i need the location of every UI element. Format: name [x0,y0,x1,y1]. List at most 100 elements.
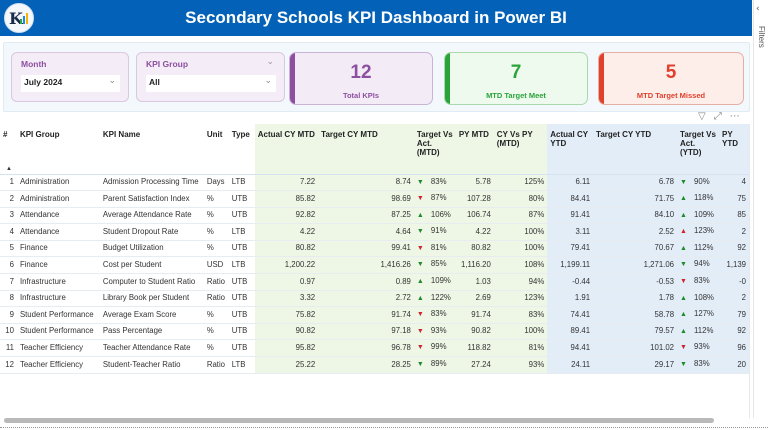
table-row[interactable]: 2 Administration Parent Satisfaction Ind… [0,190,749,208]
target-cy-ytd-cell: 71.75 [593,190,678,208]
row-index: 7 [0,273,17,291]
company-logo-icon: K [4,3,34,33]
py-mtd-cell: 91.74 [455,306,494,324]
cy-vs-py-mtd-cell: 100% [493,323,548,341]
target-vs-act-ytd-cell: ▼ 90% [677,174,719,192]
kpi-group-cell: Teacher Efficiency [16,339,100,358]
cy-vs-py-mtd-cell: 81% [493,339,548,358]
row-index: 6 [0,256,17,275]
target-cy-ytd-cell: 84.10 [593,207,678,225]
row-index: 10 [0,323,17,341]
actual-cy-mtd-cell: 7.22 [254,174,319,192]
column-header-type[interactable]: Type [228,124,255,175]
column-header-py-mtd[interactable]: PY MTD [455,124,494,175]
table-row[interactable]: 1 Administration Admission Processing Ti… [0,174,749,192]
target-cy-mtd-cell: 0.89 [318,273,414,291]
type-cell: UTB [228,273,255,291]
horizontal-scrollbar[interactable] [4,418,714,423]
target-cy-ytd-cell: -0.53 [593,273,678,291]
kpi-group-cell: Finance [16,256,100,275]
kpi-name-cell: Parent Satisfaction Index [99,190,204,208]
column-header-cy-vs-py-mtd[interactable]: CY Vs PY (MTD) [493,124,548,175]
table-row[interactable]: 9 Student Performance Average Exam Score… [0,306,749,324]
target-cy-ytd-cell: 1.78 [593,290,678,308]
target-cy-mtd-cell: 1,416.26 [318,256,414,275]
column-header-index[interactable]: # ▲ [0,124,17,175]
row-index: 8 [0,290,17,308]
column-header-py-ytd[interactable]: PY YTD [718,124,749,175]
unit-cell: USD [203,256,229,275]
column-header-unit[interactable]: Unit [203,124,229,175]
mtd-target-missed-value: 5 [665,62,677,83]
table-row[interactable]: 3 Attendance Average Attendance Rate % U… [0,207,749,225]
kpi-name-cell: Average Exam Score [99,306,204,324]
table-row[interactable]: 4 Attendance Student Dropout Rate % LTB … [0,223,749,241]
column-header-actual-cy-mtd[interactable]: Actual CY MTD [254,124,319,175]
triangle-up-icon: ▲ [680,228,687,236]
chevron-left-icon[interactable]: ‹ [756,4,760,14]
column-header-kpi-name[interactable]: KPI Name [99,124,204,175]
target-vs-act-ytd-cell: ▲ 123% [677,223,719,241]
filters-pane[interactable]: ‹ Filters [753,0,768,418]
actual-cy-ytd-cell: -0.44 [547,273,594,291]
focus-mode-icon[interactable]: ⤢ [713,111,722,122]
target-vs-act-ytd-cell: ▲ 108% [677,290,719,308]
column-header-kpi-group[interactable]: KPI Group [16,124,100,175]
table-row[interactable]: 5 Finance Budget Utilization % UTB 80.82… [0,240,749,258]
kpi-group-slicer[interactable]: KPI Group ⌄ All ⌄ [136,52,285,102]
column-header-target-cy-mtd[interactable]: Target CY MTD [318,124,414,175]
more-options-icon[interactable]: ⋯ [729,111,740,122]
triangle-up-icon: ▲ [680,311,687,319]
mtd-target-meet-caption: MTD Target Meet [486,91,546,100]
py-ytd-cell: 2 [718,290,749,308]
table-row[interactable]: 6 Finance Cost per Student USD LTB 1,200… [0,256,749,275]
kpi-table[interactable]: # ▲ KPI Group KPI Name Unit Type Actual C… [0,124,750,418]
target-cy-ytd-cell: 70.67 [593,240,678,258]
kpi-name-cell: Library Book per Student [99,290,204,308]
actual-cy-mtd-cell: 90.82 [254,323,319,341]
triangle-down-icon: ▼ [416,195,424,203]
target-vs-act-ytd-cell: ▲ 109% [677,207,719,225]
sort-ascending-icon[interactable]: ▲ [6,165,12,172]
py-mtd-cell: 80.82 [455,240,494,258]
target-cy-mtd-cell: 99.41 [318,240,414,258]
cy-vs-py-mtd-cell: 108% [493,256,548,275]
unit-cell: % [203,306,229,324]
table-row[interactable]: 12 Teacher Efficiency Student-Teacher Ra… [0,356,749,374]
kpi-group-selected-value: All [149,77,160,87]
column-header-target-cy-ytd[interactable]: Target CY YTD [593,124,678,175]
cy-vs-py-mtd-cell: 80% [493,190,548,208]
chevron-down-icon[interactable]: ⌄ [266,57,274,67]
kpi-group-slicer-label: KPI Group [146,59,189,69]
py-mtd-cell: 2.69 [455,290,494,308]
chevron-down-icon[interactable]: ⌄ [264,76,272,86]
row-index: 5 [0,240,17,258]
unit-cell: Ratio [203,273,229,291]
kpi-group-cell: Attendance [16,207,100,225]
unit-cell: % [203,190,229,208]
column-header-actual-cy-ytd[interactable]: Actual CY YTD [547,124,594,175]
triangle-up-icon: ▲ [680,294,687,302]
kpi-group-dropdown[interactable]: All ⌄ [146,75,276,92]
type-cell: UTB [228,323,255,341]
kpi-name-cell: Cost per Student [99,256,204,275]
table-row[interactable]: 10 Student Performance Pass Percentage %… [0,323,749,341]
type-cell: UTB [228,290,255,308]
kpi-name-cell: Admission Processing Time [99,174,204,192]
filter-icon[interactable]: ▽ [698,111,706,122]
kpi-name-cell: Student Dropout Rate [99,223,204,241]
target-vs-act-mtd-cell: ▲ 106% [413,207,456,225]
column-header-target-vs-act-mtd[interactable]: Target Vs Act. (MTD) [413,124,456,175]
column-header-target-vs-act-ytd[interactable]: Target Vs Act. (YTD) [677,124,719,175]
table-row[interactable]: 8 Infrastructure Library Book per Studen… [0,290,749,308]
table-row[interactable]: 7 Infrastructure Computer to Student Rat… [0,273,749,291]
month-dropdown[interactable]: July 2024 ⌄ [21,75,120,92]
table-row[interactable]: 11 Teacher Efficiency Teacher Attendance… [0,339,749,358]
triangle-down-icon: ▼ [416,261,424,269]
target-vs-act-ytd-cell: ▲ 112% [677,240,719,258]
unit-cell: % [203,323,229,341]
chevron-down-icon[interactable]: ⌄ [108,76,116,86]
target-vs-act-ytd-cell: ▼ 83% [677,273,719,291]
month-slicer[interactable]: Month July 2024 ⌄ [11,52,129,102]
